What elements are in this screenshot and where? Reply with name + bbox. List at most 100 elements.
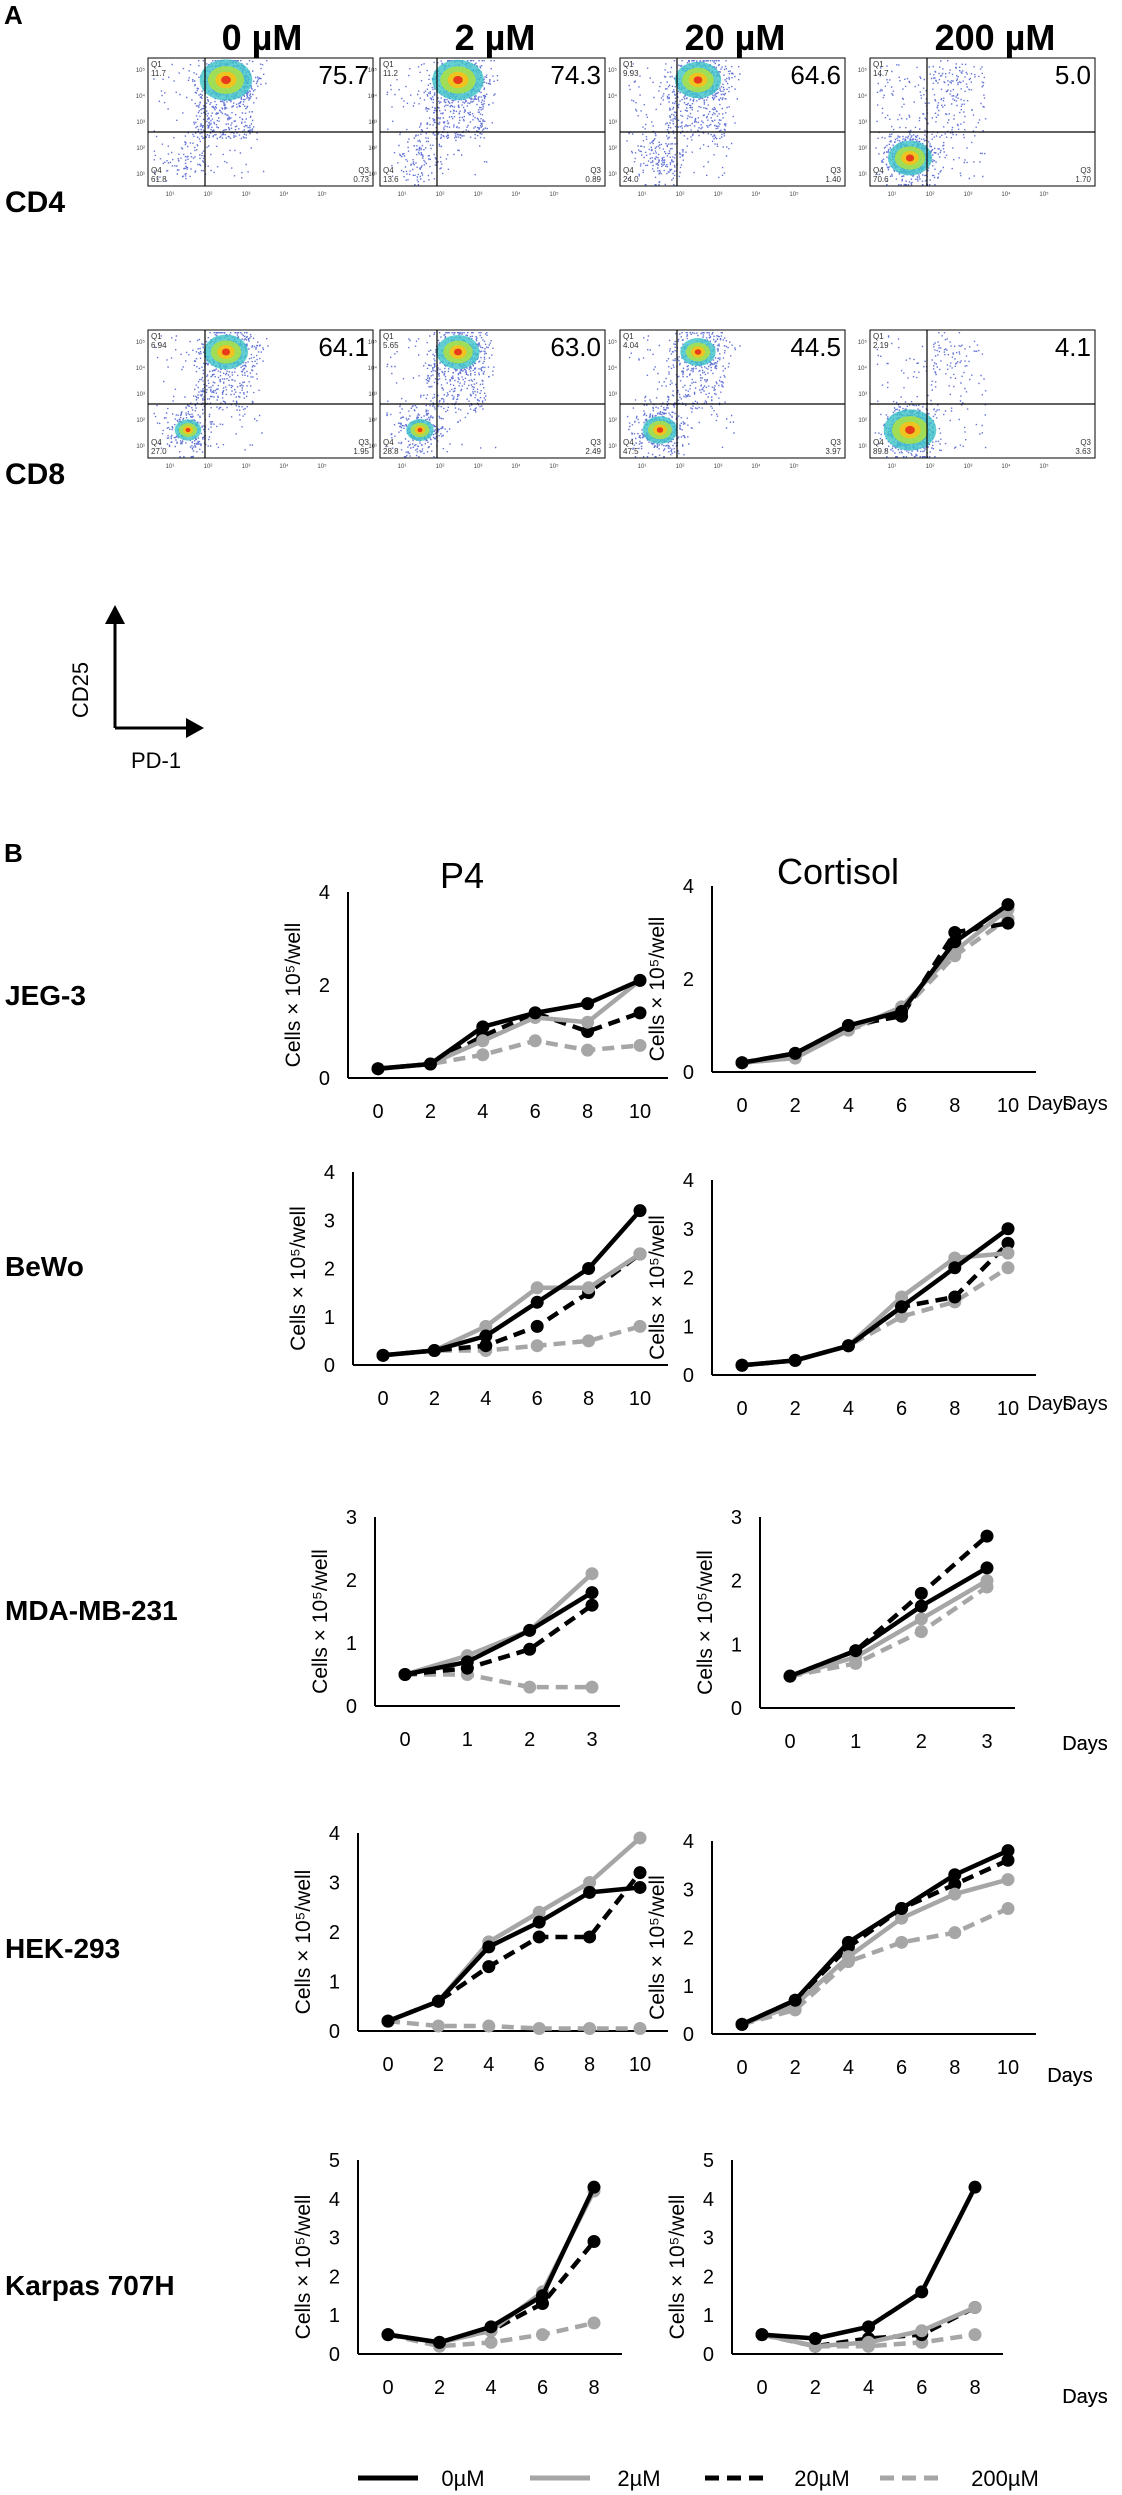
flow-events (626, 332, 741, 458)
flow-y-tick: 10⁵ (368, 67, 378, 74)
data-point-0µM (841, 1935, 855, 1949)
series-line-200µM (789, 1585, 989, 1679)
quadrant-label-q1: Q1 (873, 60, 884, 69)
quadrant-value-q3: 3.63 (1075, 447, 1091, 456)
panel-a-label: A (4, 0, 23, 30)
data-point-200µM (484, 2335, 498, 2349)
y-tick-label: 1 (329, 2305, 340, 2327)
data-point-20µM (1001, 1236, 1015, 1250)
x-axis-label: Days (1062, 1093, 1108, 1115)
x-tick-label: 6 (896, 2057, 907, 2079)
x-tick-label: 0 (736, 1398, 747, 1420)
x-tick-label: 8 (582, 1101, 593, 1123)
quadrant-label-q3: Q3 (358, 166, 369, 175)
flow-y-tick: 10³ (608, 120, 617, 126)
y-tick-label: 0 (703, 2344, 714, 2366)
quadrant-value-q3: 3.97 (825, 447, 841, 456)
data-point-0µM (433, 2335, 446, 2349)
row-label-cd4: CD4 (5, 186, 65, 219)
x-tick-label: 6 (532, 1388, 543, 1410)
density-peak (417, 427, 423, 433)
x-tick-label: 4 (483, 2054, 494, 2076)
series-line-20µM (741, 920, 1009, 1065)
series-line-2µM (382, 1252, 642, 1358)
flow-y-tick: 10¹ (608, 172, 617, 178)
data-point-20µM (633, 1006, 647, 1020)
flow-y-tick: 10³ (136, 392, 145, 398)
quadrant-label-q3: Q3 (590, 438, 601, 447)
data-point-200µM (528, 1034, 542, 1048)
data-point-0µM (532, 1915, 546, 1929)
data-point-2µM (585, 1567, 599, 1581)
quadrant-label-q4: Q4 (623, 438, 634, 447)
series-line-2µM (741, 1250, 1009, 1368)
x-axis-label: Days (1062, 1733, 1108, 1755)
series-line-2µM (789, 1578, 989, 1679)
flow-x-tick: 10² (926, 192, 935, 198)
x-axis-label: Days (1027, 1393, 1073, 1415)
quadrant-percent-main: 75.7 (318, 60, 369, 90)
cell-line-label: JEG-3 (5, 980, 86, 1011)
data-point-200µM (633, 1319, 647, 1333)
growth-chart: 0 2 4 0 2 4 6 8 10 Cells × 10⁵/well Days (646, 876, 1108, 1117)
x-tick-label: 4 (843, 2057, 854, 2079)
data-point-0µM (484, 2320, 498, 2334)
data-point-20µM (523, 1642, 537, 1656)
quadrant-percent-main: 63.0 (550, 332, 601, 362)
data-point-0µM (460, 1655, 474, 1669)
flow-x-tick: 10¹ (166, 464, 175, 470)
flow-x-tick: 10³ (714, 464, 723, 470)
quadrant-value-q4: 13.6 (383, 175, 399, 184)
flow-y-tick: 10² (368, 418, 377, 424)
data-point-0µM (788, 1353, 802, 1367)
flow-x-tick: 10⁴ (279, 463, 289, 470)
y-tick-label: 0 (731, 1698, 742, 1720)
series-line-0µM (387, 1885, 641, 2024)
data-point-20µM (948, 1877, 962, 1891)
y-axis-label: Cells × 10⁵/well (694, 1550, 717, 1695)
quadrant-percent-main: 64.6 (790, 60, 841, 90)
quadrant-label-q4: Q4 (873, 166, 884, 175)
quadrant-value-q4: 61.8 (151, 175, 167, 184)
data-point-2µM (895, 1911, 909, 1925)
series-line-200µM (387, 2018, 640, 2031)
data-point-20µM (1001, 916, 1015, 930)
data-point-0µM (523, 1623, 537, 1637)
x-axis-label: Days (1062, 1733, 1108, 1755)
x-axis-label: Days (1062, 1393, 1108, 1415)
flow-x-tick: 10¹ (398, 464, 407, 470)
y-tick-label: 0 (683, 1365, 694, 1387)
series-line-0µM (761, 2186, 978, 2341)
flow-x-tick: 10³ (242, 464, 251, 470)
data-point-2µM (633, 1831, 647, 1845)
flow-y-tick: 10² (608, 146, 617, 152)
data-point-0µM (808, 2331, 822, 2345)
series-line-0µM (741, 902, 1010, 1065)
x-tick-label: 8 (949, 2057, 960, 2079)
flow-x-tick: 10¹ (638, 192, 647, 198)
flow-y-tick: 10⁵ (858, 339, 868, 346)
row-label-cd8: CD8 (5, 458, 65, 491)
x-tick-label: 6 (534, 2054, 545, 2076)
quadrant-label-q1: Q1 (151, 332, 162, 341)
data-point-20µM (585, 1598, 599, 1612)
data-point-0µM (587, 2180, 601, 2194)
data-point-20µM (581, 1025, 595, 1038)
density-peak (221, 348, 231, 356)
quadrant-value-q1: 14.7 (873, 69, 889, 78)
growth-chart: 0 2 4 0 2 4 6 8 10 Cells × 10⁵/well Days (282, 882, 1073, 1123)
x-tick-label: 2 (790, 1095, 801, 1117)
data-point-0µM (633, 973, 647, 987)
flow-y-tick: 10² (608, 418, 617, 424)
flow-y-tick: 10⁵ (858, 67, 868, 74)
flow-x-tick: 10² (926, 464, 935, 470)
series-line-200µM (405, 1672, 592, 1690)
data-point-20µM (914, 1586, 928, 1600)
x-tick-label: 2 (425, 1101, 436, 1123)
hormone-label-p4: P4 (440, 855, 484, 896)
x-tick-label: 1 (850, 1731, 861, 1753)
